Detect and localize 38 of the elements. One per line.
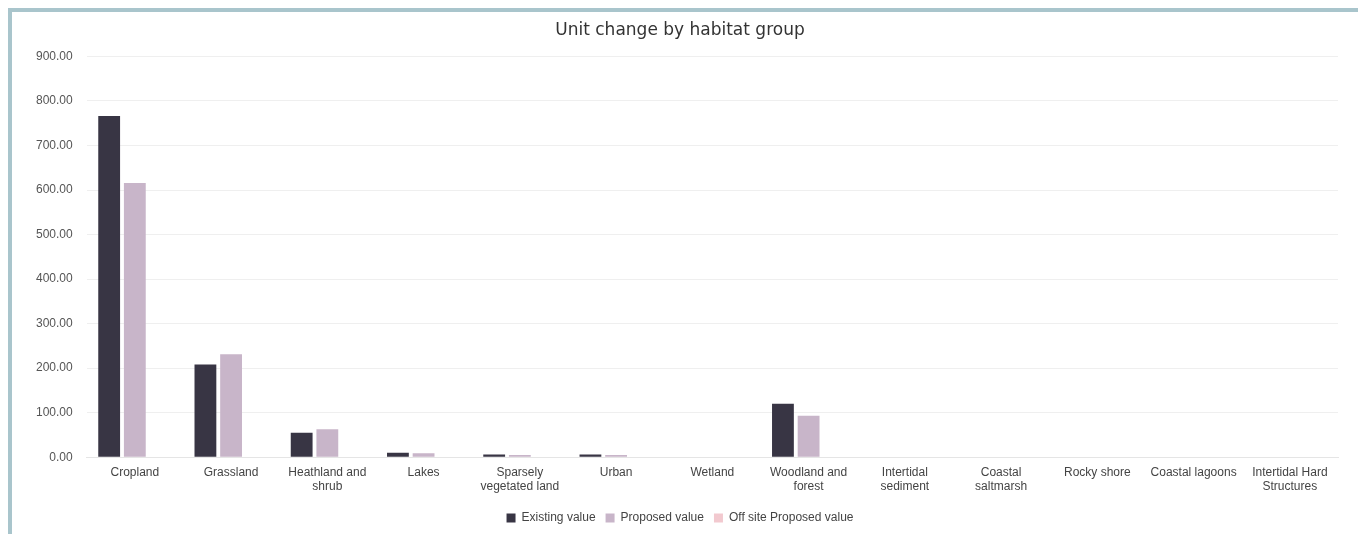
bar (220, 354, 242, 457)
y-tick-label: 700.00 (36, 137, 74, 152)
x-tick-label: Lakes (407, 464, 440, 479)
legend-label: Proposed value (620, 510, 705, 525)
y-tick-label: 100.00 (36, 404, 74, 419)
y-tick-label: 500.00 (36, 226, 74, 241)
x-tick-label: Urban (599, 464, 633, 479)
y-tick-label: 800.00 (36, 93, 74, 108)
bar (797, 415, 820, 457)
y-tick-label: 200.00 (36, 360, 74, 375)
bar (412, 453, 435, 457)
bar (772, 403, 794, 457)
legend-label: Existing value (521, 510, 596, 525)
y-tick-label: 300.00 (36, 315, 74, 330)
x-tick-label: Coastal lagoons (1150, 464, 1237, 479)
y-tick-label: 400.00 (36, 271, 74, 286)
x-tick-label: Wetland (690, 464, 735, 479)
x-tick-label: Intertidal Hard Structures (1252, 464, 1328, 494)
x-tick-label: Heathland and shrub (288, 464, 367, 494)
bar (316, 429, 339, 457)
y-tick-label: 900.00 (36, 48, 74, 63)
bar (194, 364, 217, 457)
bar (387, 452, 409, 457)
bar (290, 432, 313, 457)
bar (123, 182, 146, 457)
x-tick-label: Intertidal sediment (880, 464, 930, 494)
y-tick-label: 600.00 (36, 182, 74, 197)
legend-label: Off site Proposed value (728, 510, 854, 525)
y-tick-label: 0.00 (49, 449, 74, 464)
x-tick-label: Cropland (110, 464, 160, 479)
x-tick-label: Rocky shore (1064, 464, 1132, 479)
bar (483, 454, 506, 457)
x-tick-label: Coastal saltmarsh (975, 464, 1028, 494)
x-tick-label: Grassland (203, 464, 259, 479)
chart-title: Unit change by habitat group (555, 18, 805, 39)
x-tick-label: Sparsely vegetated land (480, 464, 560, 494)
bar (98, 116, 121, 457)
x-tick-label: Woodland and forest (770, 464, 848, 494)
